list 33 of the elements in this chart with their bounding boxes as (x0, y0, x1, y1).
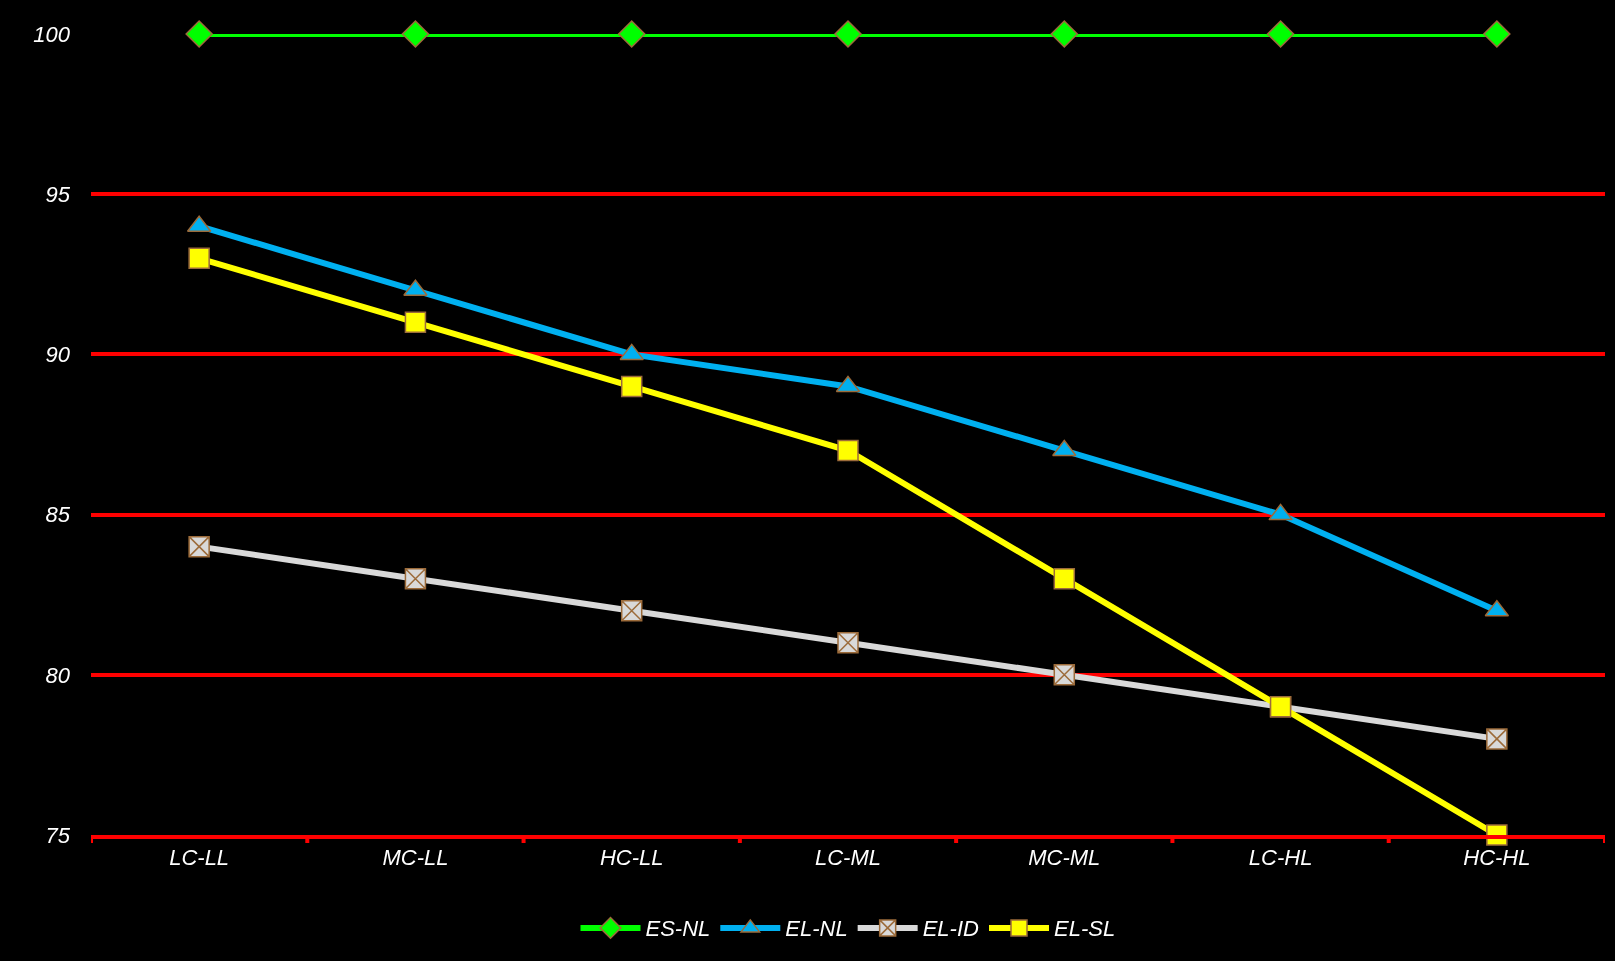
x-tick-label: LC-LL (169, 845, 230, 871)
point (188, 247, 210, 270)
x-tick-label: MC-LL (382, 845, 449, 871)
point (1486, 728, 1508, 750)
point (185, 20, 213, 48)
point (404, 311, 427, 334)
legend-label: ES-NL (645, 916, 711, 942)
point (1050, 20, 1079, 48)
point (188, 535, 210, 558)
point (1053, 664, 1076, 686)
point (401, 20, 430, 48)
legend-label: EL-NL (785, 916, 848, 942)
point (620, 375, 643, 398)
point (1053, 567, 1076, 590)
point (1266, 20, 1295, 48)
point (617, 20, 646, 48)
legend-label: EL-SL (1054, 916, 1116, 942)
point (837, 632, 859, 654)
y-tick-label: 75 (45, 822, 71, 848)
y-tick-label: 85 (45, 502, 71, 528)
point (837, 439, 859, 462)
y-tick-label: 100 (33, 21, 71, 47)
legend-label: EL-ID (922, 916, 979, 942)
x-tick-label: LC-ML (814, 845, 882, 871)
point (1483, 20, 1511, 48)
x-tick-label: LC-HL (1248, 845, 1313, 871)
y-tick-label: 90 (45, 342, 71, 368)
y-tick-label: 80 (45, 662, 71, 688)
y-tick-label: 95 (45, 181, 71, 207)
x-tick-label: HC-LL (599, 845, 664, 871)
x-tick-label: HC-HL (1463, 845, 1531, 871)
point (834, 20, 862, 48)
x-tick-label: MC-ML (1028, 845, 1101, 871)
